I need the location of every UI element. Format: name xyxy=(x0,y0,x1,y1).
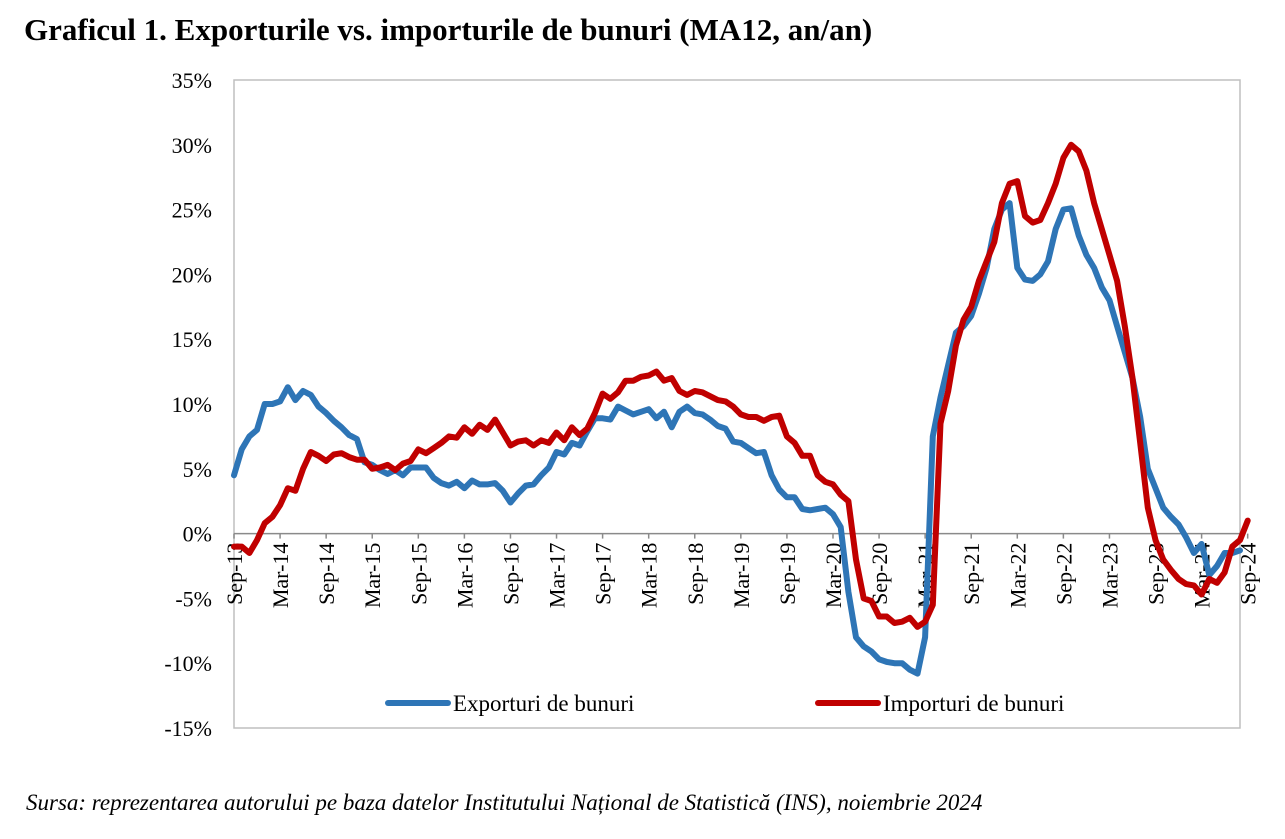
plot-area-border xyxy=(233,79,1241,729)
y-axis-ticks: 35% 30% 25% 20% 15% 10% 5% 0% -5% -10% -15% xyxy=(164,68,212,741)
x-tick-label: Mar-14 xyxy=(268,543,293,609)
y-tick-label: -15% xyxy=(164,716,212,741)
x-tick-label: Sep-22 xyxy=(1051,543,1076,605)
x-tick-label: Sep-18 xyxy=(683,543,708,605)
y-tick-label: 35% xyxy=(172,68,212,93)
legend: Exporturi de bunuri Importuri de bunuri xyxy=(385,691,1064,716)
x-tick-label: Sep-17 xyxy=(591,543,616,605)
x-tick-label: Sep-13 xyxy=(222,543,247,605)
x-tick-label: Sep-19 xyxy=(775,543,800,605)
y-tick-label: 20% xyxy=(172,262,212,287)
y-tick-label: 15% xyxy=(172,327,212,352)
x-tick-label: Sep-14 xyxy=(314,543,339,605)
x-tick-label: Mar-23 xyxy=(1097,543,1122,609)
y-tick-label: -10% xyxy=(164,651,212,676)
imports-series-line xyxy=(231,141,1251,630)
y-tick-label: 5% xyxy=(183,457,212,482)
x-tick-label: Mar-19 xyxy=(729,543,754,609)
x-tick-label: Sep-21 xyxy=(959,543,984,605)
source-note: Sursa: reprezentarea autorului pe baza d… xyxy=(26,790,983,815)
legend-label: Exporturi de bunuri xyxy=(453,691,634,716)
x-tick-label: Mar-16 xyxy=(452,543,477,609)
chart-title: Graficul 1. Exporturile vs. importurile … xyxy=(24,12,873,47)
x-tick-label: Sep-16 xyxy=(498,543,523,605)
legend-label: Importuri de bunuri xyxy=(883,691,1064,716)
x-tick-label: Mar-17 xyxy=(545,543,570,609)
series-lines xyxy=(231,141,1251,677)
exports-series-line xyxy=(231,200,1243,677)
y-tick-label: 25% xyxy=(172,198,212,223)
x-tick-label: Sep-20 xyxy=(867,543,892,605)
y-tick-label: 30% xyxy=(172,133,212,158)
x-tick-label: Mar-15 xyxy=(360,543,385,609)
y-tick-label: 0% xyxy=(183,522,212,547)
x-tick-label: Mar-22 xyxy=(1005,543,1030,609)
x-tick-label: Mar-18 xyxy=(637,543,662,609)
x-tick-label: Sep-23 xyxy=(1144,543,1169,605)
y-tick-label: 10% xyxy=(172,392,212,417)
x-tick-label: Sep-15 xyxy=(406,543,431,605)
x-axis-ticks: Sep-13 Mar-14 Sep-14 Mar-15 Sep-15 Mar-16 Sep-… xyxy=(222,533,1261,609)
y-tick-label: -5% xyxy=(175,586,212,611)
